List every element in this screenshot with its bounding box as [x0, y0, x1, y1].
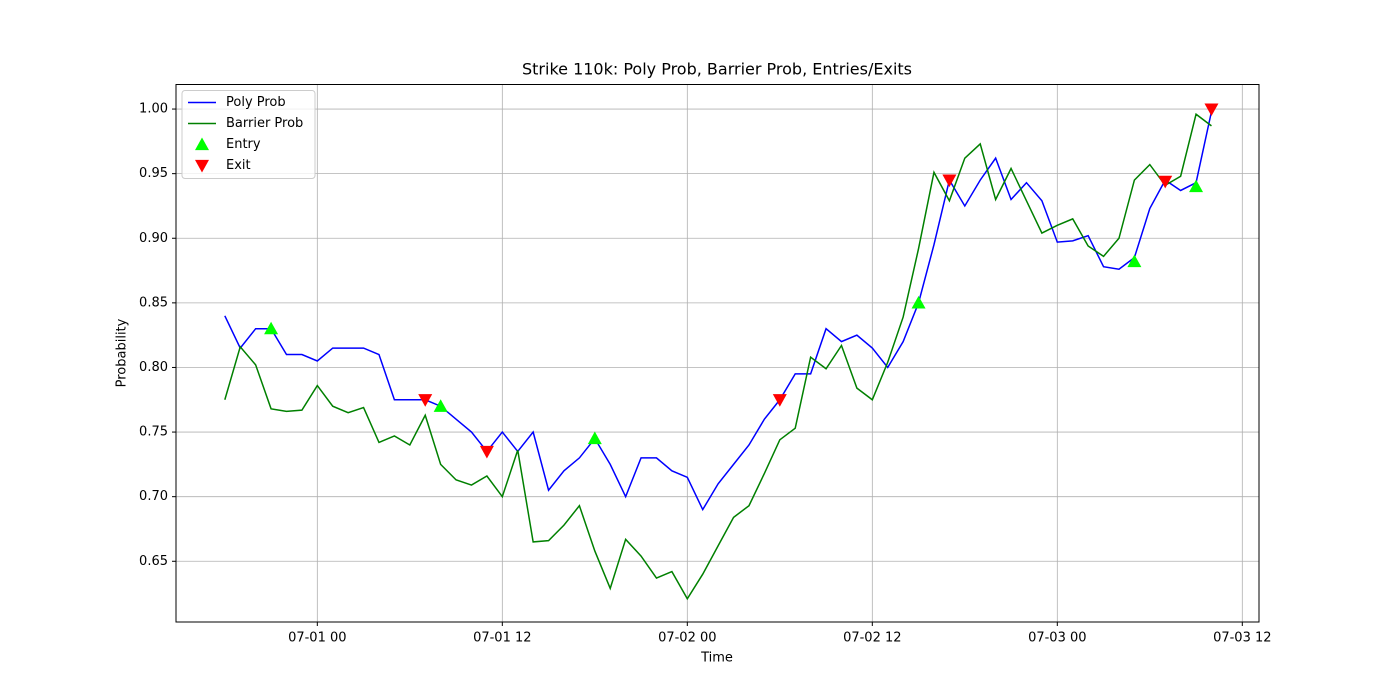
- marker: [587, 431, 602, 445]
- grid: [176, 84, 1259, 622]
- legend-swatch: [195, 159, 209, 173]
- y-tick-label: 0.75: [139, 425, 168, 440]
- y-tick-label: 1.00: [139, 102, 168, 117]
- x-tick-label: 07-03 00: [1028, 631, 1086, 646]
- x-tick-label: 07-02 00: [658, 631, 716, 646]
- y-axis-label: Probability: [115, 318, 130, 387]
- legend-swatch: [195, 137, 209, 151]
- marker: [1204, 103, 1219, 117]
- legend-label: Barrier Prob: [226, 116, 303, 131]
- x-tick-label: 07-01 00: [288, 631, 346, 646]
- y-tick-label: 0.85: [139, 295, 168, 310]
- x-axis-label: Time: [700, 651, 733, 666]
- marker: [1158, 175, 1173, 189]
- marker: [264, 321, 279, 335]
- y-tick-label: 0.65: [139, 554, 168, 569]
- x-tick-label: 07-03 12: [1213, 631, 1271, 646]
- plot-area: [224, 103, 1219, 601]
- y-tick-label: 0.90: [139, 231, 168, 246]
- marker: [1127, 254, 1142, 268]
- marker: [772, 394, 787, 407]
- marker: [433, 399, 448, 412]
- x-tick-label: 07-01 12: [473, 631, 531, 646]
- marker: [1189, 179, 1204, 193]
- legend-label: Entry: [226, 137, 261, 152]
- chart-title: Strike 110k: Poly Prob, Barrier Prob, En…: [522, 60, 912, 79]
- marker: [911, 295, 926, 309]
- x-tick-label: 07-02 12: [843, 631, 901, 646]
- line: [224, 112, 1212, 601]
- axes: 0.65 0.70 0.75 0.80 0.85 0.90 0.95 1.00 07-01 00…: [139, 102, 1271, 646]
- marker: [479, 445, 494, 459]
- legend-box: [181, 90, 316, 179]
- marker: [418, 394, 433, 407]
- legend: Poly Prob Barrier Prob Entry Exit: [181, 90, 316, 179]
- marker: [942, 174, 957, 188]
- y-tick-label: 0.80: [139, 360, 168, 375]
- axes-frame: [175, 84, 1260, 623]
- y-tick-label: 0.95: [139, 166, 168, 181]
- y-tick-label: 0.70: [139, 489, 168, 504]
- legend-label: Poly Prob: [226, 95, 286, 110]
- legend-label: Exit: [226, 158, 251, 173]
- line: [224, 111, 1213, 512]
